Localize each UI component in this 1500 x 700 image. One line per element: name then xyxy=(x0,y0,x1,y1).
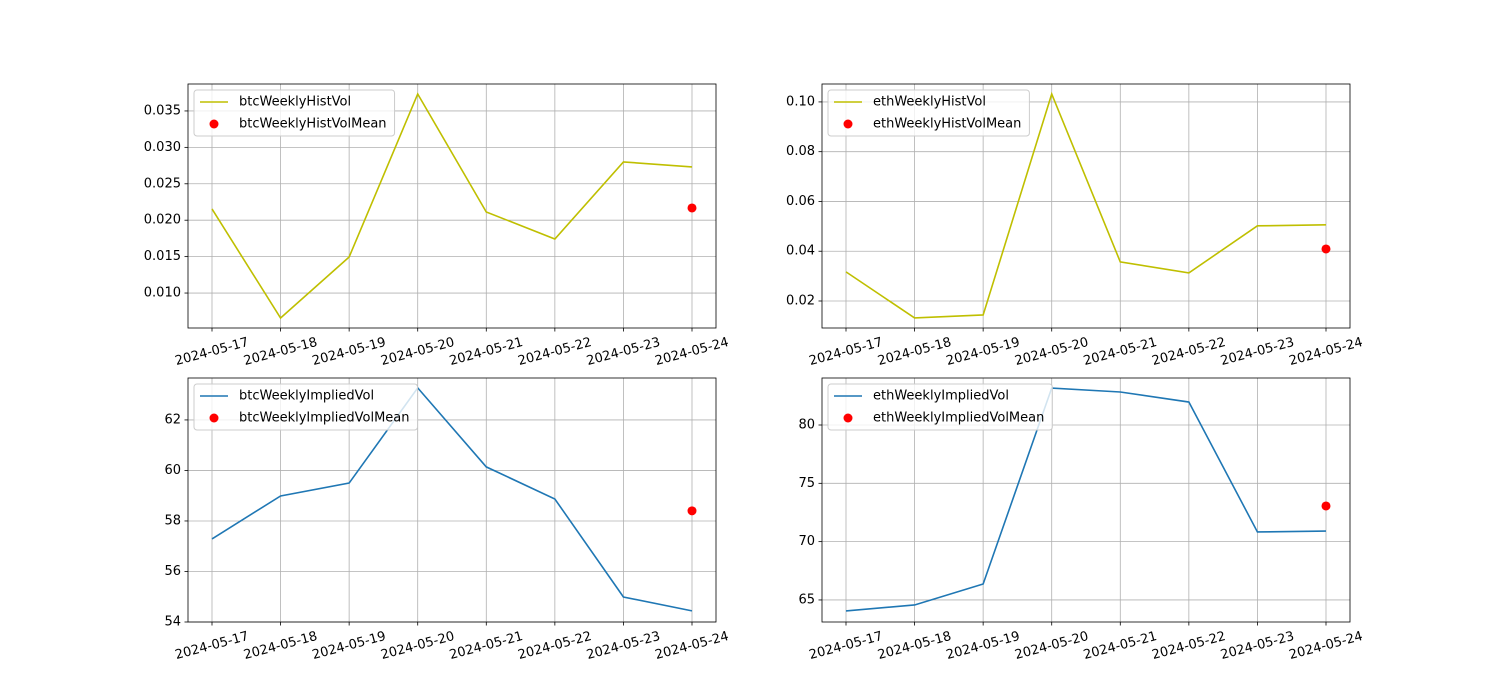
x-tick-label: 2024-05-24 xyxy=(1288,629,1365,663)
x-tick-label: 2024-05-21 xyxy=(448,335,525,369)
y-tick-label: 0.06 xyxy=(786,194,815,209)
subplot: 657075802024-05-172024-05-182024-05-1920… xyxy=(798,377,1365,663)
series-line xyxy=(211,386,693,612)
legend-label: btcWeeklyHistVolMean xyxy=(239,117,387,132)
y-tick-label: 0.035 xyxy=(144,103,181,118)
y-tick-label: 65 xyxy=(798,592,815,607)
legend-box xyxy=(193,383,419,431)
legend-label: btcWeeklyHistVol xyxy=(239,95,351,110)
x-tick-label: 2024-05-20 xyxy=(379,335,456,369)
y-tick-label: 75 xyxy=(798,476,815,491)
mean-point xyxy=(687,203,697,213)
x-tick-label: 2024-05-24 xyxy=(1288,335,1365,369)
y-tick-label: 0.030 xyxy=(144,140,181,155)
legend-label: ethWeeklyHistVol xyxy=(873,95,986,110)
x-tick-label: 2024-05-22 xyxy=(516,629,593,663)
axes-frame xyxy=(187,377,717,623)
y-tick-label: 0.08 xyxy=(786,144,815,159)
x-tick-label: 2024-05-18 xyxy=(876,335,953,369)
x-tick-label: 2024-05-22 xyxy=(1150,629,1227,663)
y-tick-label: 58 xyxy=(164,513,181,528)
legend-box xyxy=(827,89,1030,137)
mean-point xyxy=(1321,501,1331,511)
x-tick-label: 2024-05-19 xyxy=(311,335,388,369)
legend: ethWeeklyImpliedVol ethWeeklyImpliedVolMe… xyxy=(827,383,1053,431)
legend-marker xyxy=(843,119,853,129)
x-tick-label: 2024-05-18 xyxy=(242,335,319,369)
x-tick-label: 2024-05-20 xyxy=(1013,629,1090,663)
y-tick-label: 56 xyxy=(164,564,181,579)
subplot: 0.010 0.015 0.020 0.025 0.030 0.035 2024-05-17… xyxy=(144,83,731,369)
x-tick-label: 2024-05-23 xyxy=(585,629,662,663)
x-tick-label: 2024-05-23 xyxy=(585,335,662,369)
mean-point xyxy=(687,506,697,516)
y-tick-label: 70 xyxy=(798,534,815,549)
y-tick-label: 0.010 xyxy=(144,286,181,301)
x-tick-label: 2024-05-22 xyxy=(1150,335,1227,369)
x-tick-label: 2024-05-17 xyxy=(808,335,885,369)
x-tick-label: 2024-05-24 xyxy=(654,335,731,369)
y-tick-label: 0.025 xyxy=(144,176,181,191)
x-tick-label: 2024-05-23 xyxy=(1219,629,1296,663)
x-tick-label: 2024-05-17 xyxy=(174,335,251,369)
y-tick-label: 0.015 xyxy=(144,249,181,264)
legend: btcWeeklyHistVol btcWeeklyHistVolMean xyxy=(193,89,396,137)
x-tick-label: 2024-05-24 xyxy=(654,629,731,663)
x-tick-label: 2024-05-18 xyxy=(876,629,953,663)
y-tick-label: 54 xyxy=(164,615,181,630)
x-tick-label: 2024-05-21 xyxy=(1082,335,1159,369)
series-line xyxy=(211,92,693,320)
legend: ethWeeklyHistVol ethWeeklyHistVolMean xyxy=(827,89,1030,137)
legend-label: ethWeeklyHistVolMean xyxy=(873,117,1021,132)
series-line xyxy=(845,91,1327,319)
legend-marker xyxy=(209,413,219,423)
subplot: 0.02 0.04 0.06 0.08 0.10 2024-05-172024-05-18… xyxy=(786,83,1365,369)
x-tick-label: 2024-05-17 xyxy=(808,629,885,663)
legend-label: btcWeeklyImpliedVol xyxy=(239,389,374,404)
x-tick-label: 2024-05-23 xyxy=(1219,335,1296,369)
x-tick-label: 2024-05-18 xyxy=(242,629,319,663)
series-line xyxy=(845,387,1327,612)
x-tick-label: 2024-05-21 xyxy=(1082,629,1159,663)
x-tick-label: 2024-05-19 xyxy=(311,629,388,663)
subplot: 54 56 58 60 62 2024-05-172024-05-182024-05-19… xyxy=(164,377,731,663)
x-tick-label: 2024-05-20 xyxy=(379,629,456,663)
axes-frame xyxy=(821,83,1351,329)
x-tick-label: 2024-05-17 xyxy=(174,629,251,663)
x-tick-label: 2024-05-19 xyxy=(945,335,1022,369)
x-tick-label: 2024-05-22 xyxy=(516,335,593,369)
legend-box xyxy=(193,89,396,137)
x-tick-label: 2024-05-20 xyxy=(1013,335,1090,369)
legend-label: ethWeeklyImpliedVolMean xyxy=(873,411,1044,426)
y-tick-label: 0.10 xyxy=(786,94,815,109)
y-tick-label: 0.04 xyxy=(786,244,815,259)
y-tick-label: 80 xyxy=(798,418,815,433)
y-tick-label: 60 xyxy=(164,463,181,478)
y-tick-label: 0.020 xyxy=(144,213,181,228)
legend-label: ethWeeklyImpliedVol xyxy=(873,389,1009,404)
legend-marker xyxy=(843,413,853,423)
y-tick-label: 0.02 xyxy=(786,293,815,308)
legend-marker xyxy=(209,119,219,129)
axes-frame xyxy=(187,83,717,329)
x-tick-label: 2024-05-19 xyxy=(945,629,1022,663)
legend: btcWeeklyImpliedVol btcWeeklyImpliedVolMe… xyxy=(193,383,419,431)
x-tick-label: 2024-05-21 xyxy=(448,629,525,663)
mean-point xyxy=(1321,244,1331,254)
legend-box xyxy=(827,383,1053,431)
axes-frame xyxy=(821,377,1351,623)
y-tick-label: 62 xyxy=(164,412,181,427)
legend-label: btcWeeklyImpliedVolMean xyxy=(239,411,410,426)
